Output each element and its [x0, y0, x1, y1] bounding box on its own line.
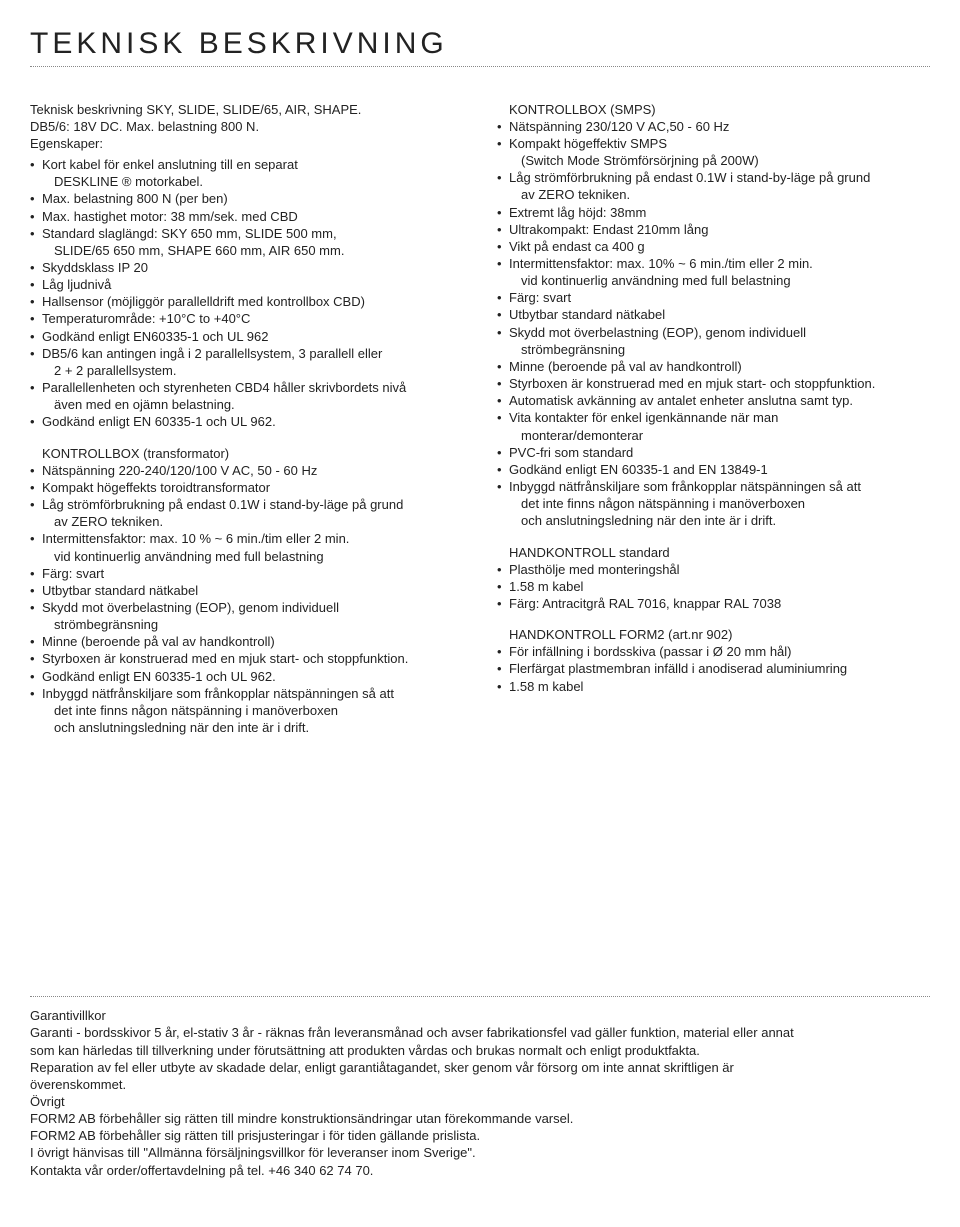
bullet-continuation: det inte finns någon nätspänning i manöv…	[509, 495, 930, 512]
other-title: Övrigt	[30, 1093, 930, 1110]
bullet-item: Godkänd enligt EN60335-1 och UL 962	[30, 328, 463, 345]
bullet-continuation: strömbegränsning	[42, 616, 463, 633]
bullet-continuation: strömbegränsning	[509, 341, 930, 358]
intro-line: DB5/6: 18V DC. Max. belastning 800 N.	[30, 118, 463, 135]
bullet-item: Utbytbar standard nätkabel	[30, 582, 463, 599]
bullet-item: Minne (beroende på val av handkontroll)	[30, 633, 463, 650]
bullet-item: Extremt låg höjd: 38mm	[497, 204, 930, 221]
column-left: Teknisk beskrivning SKY, SLIDE, SLIDE/65…	[30, 101, 463, 737]
two-column-layout: Teknisk beskrivning SKY, SLIDE, SLIDE/65…	[30, 101, 930, 737]
divider-top	[30, 66, 930, 67]
bullet-list-handkontroll-form2: För infällning i bordsskiva (passar i Ø …	[497, 643, 930, 694]
bullet-item: Temperaturområde: +10°C to +40°C	[30, 310, 463, 327]
warranty-line: Reparation av fel eller utbyte av skadad…	[30, 1059, 930, 1076]
bullet-item: Inbyggd nätfrånskiljare som frånkopplar …	[30, 685, 463, 736]
bullet-item: Kompakt högeffekts toroidtransformator	[30, 479, 463, 496]
bullet-item: Kort kabel för enkel anslutning till en …	[30, 156, 463, 190]
warranty-line: överenskommet.	[30, 1076, 930, 1093]
section-title-kontrollbox-smps: KONTROLLBOX (SMPS)	[497, 101, 930, 118]
bullet-continuation: det inte finns någon nätspänning i manöv…	[42, 702, 463, 719]
bullet-item: Minne (beroende på val av handkontroll)	[497, 358, 930, 375]
bullet-item: Nätspänning 220-240/120/100 V AC, 50 - 6…	[30, 462, 463, 479]
bullet-continuation: av ZERO tekniken.	[42, 513, 463, 530]
bullet-item: Intermittensfaktor: max. 10 % ~ 6 min./t…	[30, 530, 463, 564]
bullet-item: Färg: svart	[497, 289, 930, 306]
bullet-item: Godkänd enligt EN 60335-1 and EN 13849-1	[497, 461, 930, 478]
bullet-item: Nätspänning 230/120 V AC,50 - 60 Hz	[497, 118, 930, 135]
bullet-item: Färg: Antracitgrå RAL 7016, knappar RAL …	[497, 595, 930, 612]
warranty-line: Garanti - bordsskivor 5 år, el-stativ 3 …	[30, 1024, 930, 1041]
bullet-item: Vikt på endast ca 400 g	[497, 238, 930, 255]
bullet-item: Automatisk avkänning av antalet enheter …	[497, 392, 930, 409]
bullet-item: Godkänd enligt EN 60335-1 och UL 962.	[30, 413, 463, 430]
bullet-item: Inbyggd nätfrånskiljare som frånkopplar …	[497, 478, 930, 529]
bullet-continuation: DESKLINE ® motorkabel.	[42, 173, 463, 190]
bullet-item: Låg strömförbrukning på endast 0.1W i st…	[30, 496, 463, 530]
bullet-item: Kompakt högeffektiv SMPS(Switch Mode Str…	[497, 135, 930, 169]
bullet-continuation: vid kontinuerlig användning med full bel…	[42, 548, 463, 565]
bullet-item: Styrboxen är konstruerad med en mjuk sta…	[497, 375, 930, 392]
bullet-item: Skyddsklass IP 20	[30, 259, 463, 276]
bullet-item: Godkänd enligt EN 60335-1 och UL 962.	[30, 668, 463, 685]
bullet-item: Färg: svart	[30, 565, 463, 582]
other-line: FORM2 AB förbehåller sig rätten till min…	[30, 1110, 930, 1127]
section-title-handkontroll-std: HANDKONTROLL standard	[497, 544, 930, 561]
bullet-continuation: (Switch Mode Strömförsörjning på 200W)	[509, 152, 930, 169]
bullet-item: PVC-fri som standard	[497, 444, 930, 461]
bullet-item: 1.58 m kabel	[497, 678, 930, 695]
bullet-continuation: och anslutningsledning när den inte är i…	[42, 719, 463, 736]
bullet-item: Ultrakompakt: Endast 210mm lång	[497, 221, 930, 238]
bullet-item: Standard slaglängd: SKY 650 mm, SLIDE 50…	[30, 225, 463, 259]
bullet-continuation: vid kontinuerlig användning med full bel…	[509, 272, 930, 289]
section-title-handkontroll-form2: HANDKONTROLL FORM2 (art.nr 902)	[497, 626, 930, 643]
other-line: I övrigt hänvisas till "Allmänna försälj…	[30, 1144, 930, 1161]
other-line: FORM2 AB förbehåller sig rätten till pri…	[30, 1127, 930, 1144]
bullet-continuation: SLIDE/65 650 mm, SHAPE 660 mm, AIR 650 m…	[42, 242, 463, 259]
bullet-item: Intermittensfaktor: max. 10% ~ 6 min./ti…	[497, 255, 930, 289]
intro-line: Egenskaper:	[30, 135, 463, 152]
bullet-item: Utbytbar standard nätkabel	[497, 306, 930, 323]
bullet-item: Skydd mot överbelastning (EOP), genom in…	[30, 599, 463, 633]
bullet-list-handkontroll-std: Plasthölje med monteringshål1.58 m kabel…	[497, 561, 930, 612]
warranty-title: Garantivillkor	[30, 1007, 930, 1024]
bullet-continuation: 2 + 2 parallellsystem.	[42, 362, 463, 379]
bullet-item: Parallellenheten och styrenheten CBD4 hå…	[30, 379, 463, 413]
bullet-item: Låg ljudnivå	[30, 276, 463, 293]
bullet-list-kontrollbox-smps: Nätspänning 230/120 V AC,50 - 60 HzKompa…	[497, 118, 930, 530]
bullet-item: Skydd mot överbelastning (EOP), genom in…	[497, 324, 930, 358]
warranty-line: som kan härledas till tillverkning under…	[30, 1042, 930, 1059]
bullet-item: Låg strömförbrukning på endast 0.1W i st…	[497, 169, 930, 203]
bullet-item: Vita kontakter för enkel igenkännande nä…	[497, 409, 930, 443]
bullet-list-kontrollbox-trafo: Nätspänning 220-240/120/100 V AC, 50 - 6…	[30, 462, 463, 737]
contact-line: Kontakta vår order/offertavdelning på te…	[30, 1162, 930, 1179]
intro-block: Teknisk beskrivning SKY, SLIDE, SLIDE/65…	[30, 101, 463, 152]
bullet-continuation: av ZERO tekniken.	[509, 186, 930, 203]
bullet-continuation: monterar/demonterar	[509, 427, 930, 444]
bullet-item: 1.58 m kabel	[497, 578, 930, 595]
footer-block: Garantivillkor Garanti - bordsskivor 5 å…	[30, 1007, 930, 1179]
bullet-continuation: även med en ojämn belastning.	[42, 396, 463, 413]
intro-line: Teknisk beskrivning SKY, SLIDE, SLIDE/65…	[30, 101, 463, 118]
bullet-item: Styrboxen är konstruerad med en mjuk sta…	[30, 650, 463, 667]
page-title: TEKNISK BESKRIVNING	[30, 24, 930, 64]
section-title-kontrollbox-trafo: KONTROLLBOX (transformator)	[30, 445, 463, 462]
bullet-item: Max. hastighet motor: 38 mm/sek. med CBD	[30, 208, 463, 225]
bullet-item: Hallsensor (möjliggör parallelldrift med…	[30, 293, 463, 310]
bullet-item: Plasthölje med monteringshål	[497, 561, 930, 578]
column-right: KONTROLLBOX (SMPS) Nätspänning 230/120 V…	[497, 101, 930, 737]
bullet-continuation: och anslutningsledning när den inte är i…	[509, 512, 930, 529]
bullet-item: DB5/6 kan antingen ingå i 2 parallellsys…	[30, 345, 463, 379]
bullet-item: Flerfärgat plastmembran infälld i anodis…	[497, 660, 930, 677]
bullet-list-properties: Kort kabel för enkel anslutning till en …	[30, 156, 463, 431]
bullet-item: Max. belastning 800 N (per ben)	[30, 190, 463, 207]
bullet-item: För infällning i bordsskiva (passar i Ø …	[497, 643, 930, 660]
divider-footer	[30, 996, 930, 997]
